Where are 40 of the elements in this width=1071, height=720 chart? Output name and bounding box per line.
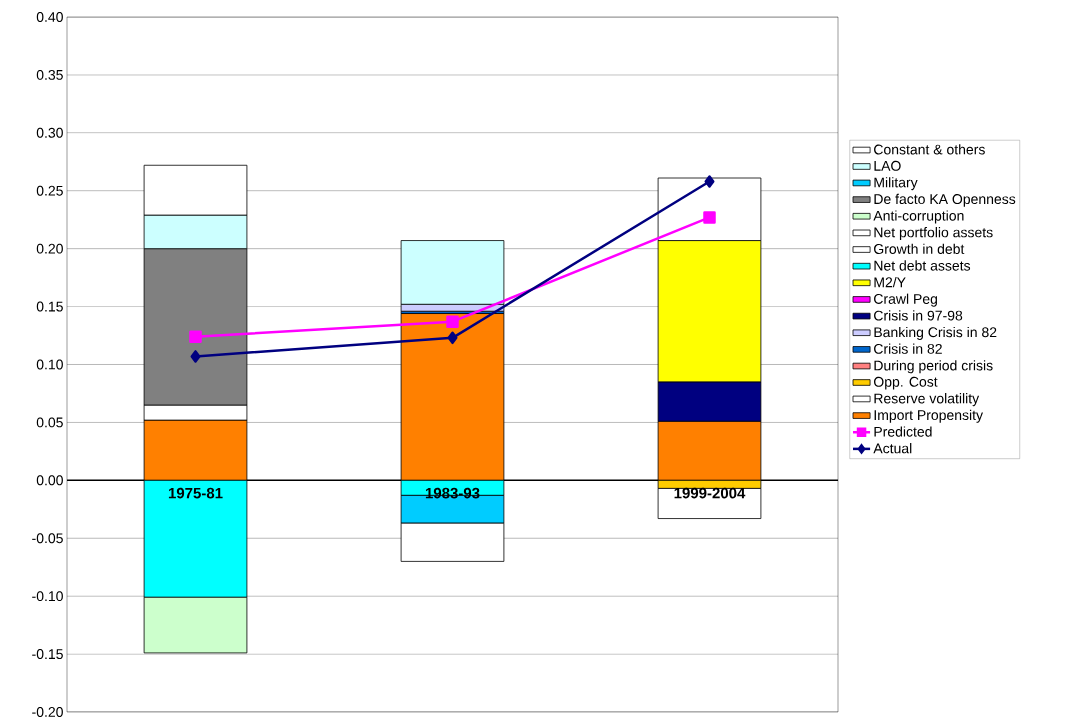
x-tick-label: 1999-2004 — [674, 487, 746, 499]
y-tick-label: -0.20 — [32, 707, 63, 717]
y-tick-label: 0.35 — [36, 69, 63, 80]
y-tick-label: -0.05 — [32, 533, 63, 544]
y-tick-label: 0.20 — [36, 243, 63, 254]
point — [703, 211, 716, 224]
legend-label: Growth in debt — [874, 243, 965, 254]
legend-label: Banking Crisis in 82 — [874, 326, 997, 340]
point — [446, 315, 459, 328]
y-tick-label: 0.10 — [36, 359, 63, 370]
y-tick-label: 0.25 — [36, 185, 63, 196]
legend-label: De facto KA Openness — [874, 193, 1016, 207]
legend-label: During period crisis — [874, 360, 993, 374]
legend-label: Reserve volatility — [874, 393, 980, 407]
legend-label: Crisis in 82 — [874, 343, 942, 354]
legend-label: Opp. Cost — [874, 376, 938, 390]
y-tick-label: 0.15 — [36, 301, 63, 312]
y-tick-label: 0.30 — [36, 127, 63, 138]
point — [190, 350, 201, 363]
legend-label: Actual — [873, 443, 912, 454]
legend-label: Net portfolio assets — [874, 227, 993, 241]
y-tick-label: -0.10 — [32, 591, 63, 602]
y-tick-label: 0.05 — [36, 417, 63, 428]
legend-label: Crisis in 97-98 — [874, 310, 963, 321]
legend-label: Military — [874, 177, 918, 191]
y-tick-label: 0.00 — [36, 475, 63, 486]
legend-label: Anti-corruption — [873, 210, 964, 224]
legend-label: Import Propensity — [874, 409, 983, 423]
legend-label: Predicted — [874, 426, 932, 437]
y-tick-label: 0.40 — [36, 12, 63, 22]
legend-label: M2/Y — [874, 276, 906, 288]
point — [447, 331, 458, 345]
x-tick-label: 1975-81 — [168, 487, 223, 499]
point — [704, 175, 715, 188]
legend-label: Crawl Peg — [874, 293, 937, 307]
legend-label: LAO — [874, 160, 901, 171]
legend-label: Constant & others — [874, 144, 985, 155]
point — [189, 330, 202, 343]
y-tick-label: -0.15 — [32, 649, 63, 660]
legend-label: Net debt assets — [874, 260, 971, 271]
